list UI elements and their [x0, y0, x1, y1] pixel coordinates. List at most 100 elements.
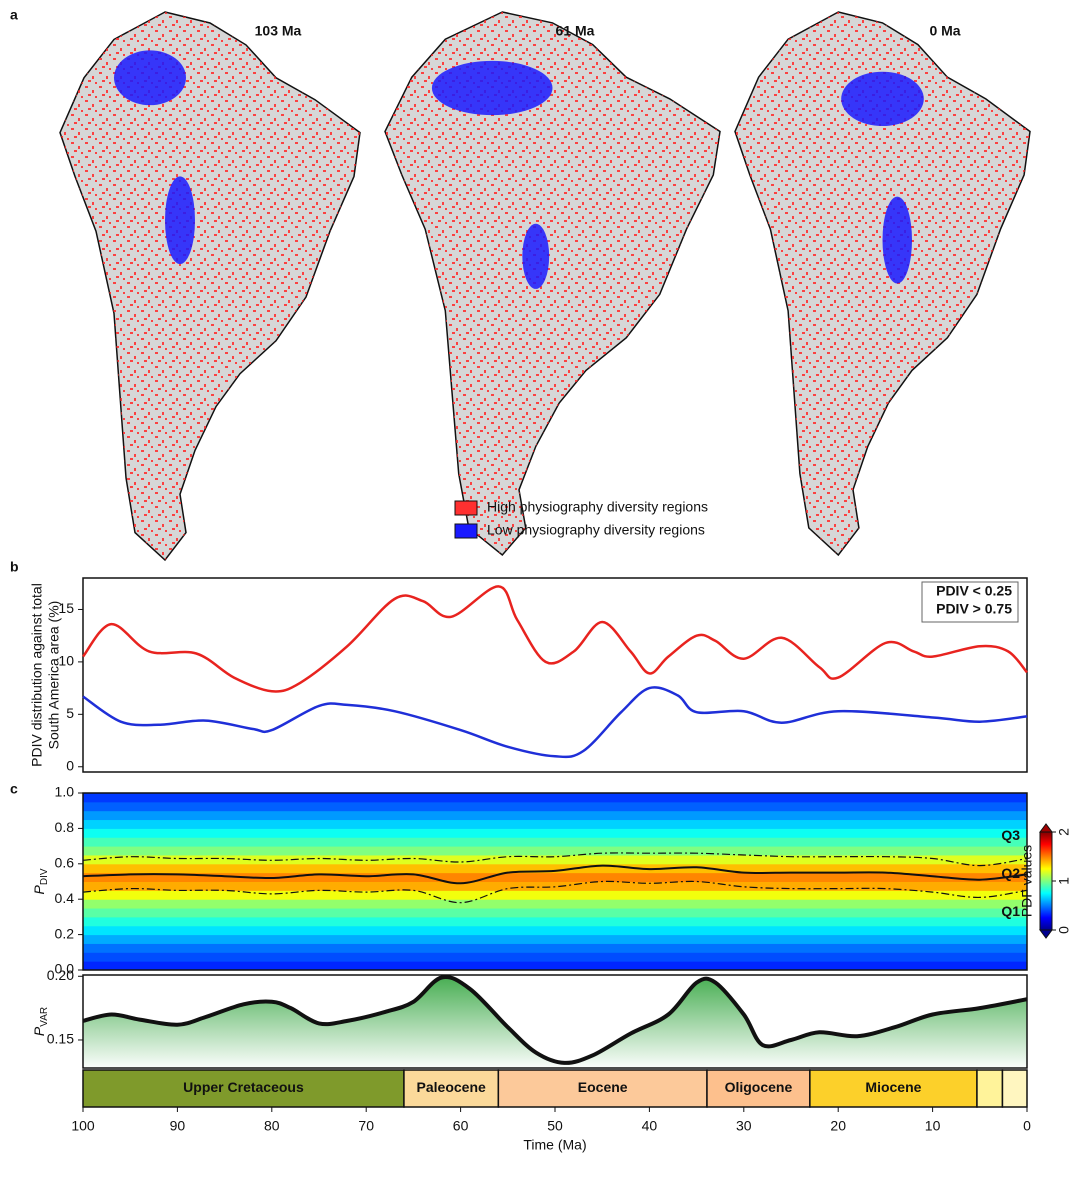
epoch-label: Eocene: [578, 1079, 628, 1095]
colorbar-arrow: [1039, 929, 1053, 939]
plot-frame: [82, 792, 1028, 971]
y-tick-label: 0: [66, 757, 74, 773]
area-fill: [83, 977, 1027, 1068]
y-tick-label: 0.15: [47, 1031, 74, 1047]
series-line: [82, 975, 1028, 1065]
y-tick-label: 5: [66, 705, 74, 721]
epoch-box: [403, 1069, 500, 1108]
heatmap-cell: [83, 881, 1027, 891]
heatmap-cell: [83, 961, 1027, 971]
heatmap-cell: [83, 943, 1027, 953]
epoch-box: [976, 1069, 1004, 1108]
label-symbol: P: [31, 1026, 47, 1036]
map: [384, 11, 721, 557]
label-symbol: P: [31, 885, 47, 895]
quartile-label: Q1: [1001, 903, 1020, 919]
x-tick-label: 60: [453, 1118, 469, 1134]
heatmap-cell: [83, 952, 1027, 962]
epoch-label: Upper Cretaceous: [183, 1079, 304, 1095]
epoch-box: [706, 1069, 811, 1108]
x-tick-label: 10: [925, 1118, 941, 1134]
panel-letter: c: [10, 781, 18, 797]
heatmap-cell: [83, 899, 1027, 909]
quartile-line: [82, 880, 1028, 904]
legend-swatch: [454, 500, 478, 516]
map-label: 61 Ma: [556, 23, 595, 39]
high-diversity-pattern: [735, 12, 1030, 555]
quartile-label: Q2: [1001, 865, 1020, 881]
legend-label: Low physiography diversity regions: [487, 522, 705, 538]
y-axis-label: PDIV: [31, 868, 50, 894]
quartile-line: [82, 864, 1028, 885]
y-tick-label: 10: [58, 653, 74, 669]
colorbar-tick-label: 0: [1056, 926, 1072, 934]
map: [734, 11, 1031, 557]
heatmap-cell: [83, 890, 1027, 900]
heatmap-cell: [83, 819, 1027, 829]
quartile-line: [82, 852, 1028, 867]
y-axis-label: PDIV distribution against total: [29, 583, 45, 767]
quartile-label: Q3: [1001, 827, 1020, 843]
heatmap-cell: [83, 837, 1027, 847]
heatmap-cell: [83, 872, 1027, 882]
x-tick-label: 20: [830, 1118, 846, 1134]
x-tick-label: 0: [1023, 1118, 1031, 1134]
x-tick-label: 40: [642, 1118, 658, 1134]
epoch-box: [82, 1069, 405, 1108]
low-diversity-region: [522, 223, 550, 289]
high-diversity-pattern: [385, 12, 720, 555]
plot-frame: [82, 974, 1028, 1069]
low-diversity-region: [841, 71, 924, 127]
x-axis-label: Time (Ma): [523, 1137, 586, 1153]
heatmap-cell: [83, 793, 1027, 803]
heatmap-cell: [83, 925, 1027, 936]
colorbar-tick-label: 1: [1056, 877, 1072, 885]
heatmap-cell: [83, 810, 1027, 821]
y-axis-label: South America area (%): [46, 601, 62, 750]
heatmap-cell: [83, 908, 1027, 918]
x-tick-label: 50: [547, 1118, 563, 1134]
x-tick-label: 90: [170, 1118, 186, 1134]
x-tick-label: 100: [71, 1118, 95, 1134]
y-tick-label: 0.0: [55, 961, 75, 977]
colorbar: [1039, 831, 1053, 931]
low-diversity-region: [431, 60, 553, 116]
map: [59, 11, 361, 562]
legend-label: PDIV < 0.25: [936, 583, 1012, 599]
y-tick-label: 0.6: [55, 855, 75, 871]
high-diversity-pattern: [60, 12, 360, 560]
y-tick-label: 0.8: [55, 819, 75, 835]
epoch-box: [1001, 1069, 1028, 1108]
map-label: 103 Ma: [255, 23, 302, 39]
legend-swatch: [454, 523, 478, 539]
y-tick-label: 0.2: [55, 925, 75, 941]
panel-letter: b: [10, 559, 19, 575]
epoch-box: [809, 1069, 978, 1108]
y-tick-label: 0.20: [47, 967, 74, 983]
heatmap-cell: [83, 828, 1027, 838]
y-axis-label: PVAR: [31, 1007, 50, 1036]
low-diversity-region: [114, 50, 186, 106]
low-diversity-region: [882, 196, 912, 284]
colorbar-tick-label: 2: [1056, 828, 1072, 836]
label-subscript: DIV: [39, 868, 50, 885]
x-tick-label: 70: [358, 1118, 374, 1134]
epoch-label: Oligocene: [725, 1079, 793, 1095]
heatmap-cell: [83, 934, 1027, 944]
x-tick-label: 30: [736, 1118, 752, 1134]
y-tick-label: 15: [58, 600, 74, 616]
plot-frame: [82, 577, 1028, 773]
y-tick-label: 0.4: [55, 890, 75, 906]
heatmap-cell: [83, 846, 1027, 856]
heatmap-cell: [83, 916, 1027, 927]
legend-label: High physiography diversity regions: [487, 499, 708, 515]
series-line: [82, 585, 1028, 693]
epoch-box: [497, 1069, 708, 1108]
map-label: 0 Ma: [929, 23, 960, 39]
legend-label: PDIV > 0.75: [936, 601, 1012, 617]
x-tick-label: 80: [264, 1118, 280, 1134]
colorbar-arrow: [1039, 823, 1053, 833]
y-tick-label: 1.0: [55, 784, 75, 800]
legend-box: [921, 581, 1019, 623]
